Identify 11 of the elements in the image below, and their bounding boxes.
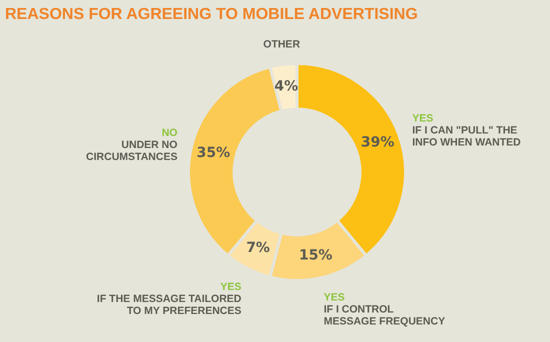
data-label: 7%	[246, 240, 270, 256]
chart-title: REASONS FOR AGREEING TO MOBILE ADVERTISING	[5, 6, 418, 24]
slice-label: NO UNDER NO CIRCUMSTANCES	[86, 127, 178, 164]
data-label: 4%	[274, 78, 298, 95]
slice-label: OTHER	[263, 38, 300, 50]
slice-label: YES IF THE MESSAGE TAILORED TO MY PREFERENCES	[96, 281, 242, 318]
data-label: 15%	[298, 247, 332, 264]
slice-label: YES IF I CONTROL MESSAGE FREQUENCY	[324, 291, 446, 328]
data-label: 39%	[360, 134, 394, 151]
data-label: 35%	[196, 144, 230, 161]
slice-label: YES IF I CAN "PULL" THE INFO WHEN WANTED	[412, 112, 522, 148]
